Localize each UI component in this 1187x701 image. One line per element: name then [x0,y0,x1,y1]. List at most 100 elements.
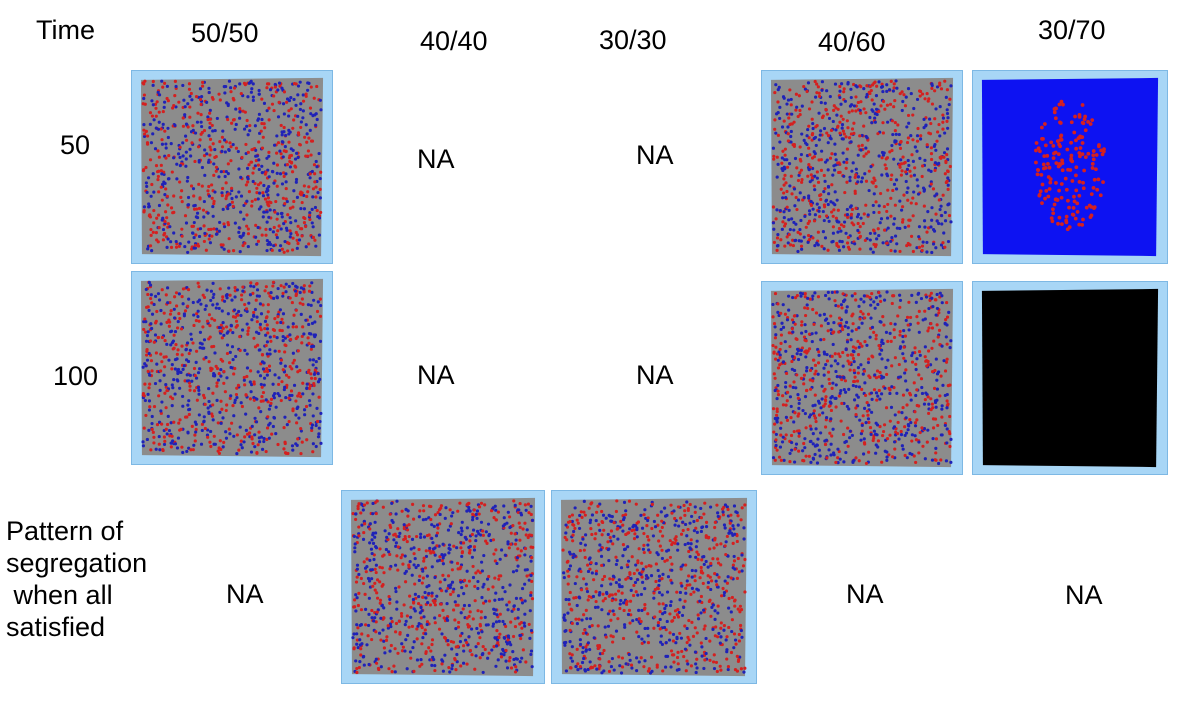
agent-dot [172,231,176,235]
agent-dot [1050,207,1055,212]
agent-dot [208,121,212,125]
agent-dot [836,456,840,460]
agent-dot [142,210,146,214]
agent-dot [381,628,385,632]
agent-dot [160,198,164,202]
agent-dot [217,446,221,450]
agent-dot [234,107,238,111]
agent-dot [239,439,243,443]
agent-dot [149,359,154,363]
agent-dot [227,147,231,152]
agent-dot [817,138,821,142]
agent-dot [834,216,838,220]
agent-dot [671,619,675,623]
agent-dot [515,569,519,573]
agent-dot [806,221,810,226]
agent-dot [178,418,182,422]
agent-dot [413,557,417,561]
agent-dot [861,221,865,226]
agent-dot [211,129,215,133]
agent-dot [280,317,284,321]
agent-dot [837,316,842,320]
agent-dot [792,429,796,434]
agent-dot [255,242,259,246]
agent-dot [904,179,908,184]
agent-dot [906,113,911,118]
agent-dot [789,433,794,438]
agent-dot [190,98,194,102]
agent-dot [238,335,242,339]
agent-dot [575,647,579,651]
agent-dot [813,188,817,192]
agent-dot [390,501,394,505]
agent-dot [256,117,261,121]
agent-dot [296,131,301,135]
agent-dot [158,388,162,392]
agent-dot [265,369,270,374]
agent-dot [872,102,876,106]
agent-dot [789,174,793,178]
agent-dot [292,97,296,101]
agent-dot [232,249,236,253]
agent-dot [881,315,885,319]
agent-dot [222,85,226,89]
agent-dot [157,225,161,230]
agent-dot [826,185,831,189]
agent-dot [892,294,896,298]
agent-dot [176,152,181,156]
agent-dot [312,163,317,167]
agent-dot [207,399,211,404]
agent-dot [829,408,834,413]
agent-dot [174,343,178,347]
agent-dot [165,422,170,427]
agent-dot [854,384,858,388]
agent-dot [276,286,280,291]
agent-dot [679,516,683,520]
agent-dot [807,136,811,140]
agent-dot [639,572,643,577]
sim-panel-30-70-t100-plot [981,288,1159,468]
agent-dot [255,294,259,298]
agent-dot [175,357,179,361]
agent-dot [244,393,248,397]
agent-dot [148,283,153,287]
agent-dot [171,386,175,390]
agent-dot [939,204,943,208]
agent-dot [212,374,216,378]
agent-dot [273,85,277,89]
agent-dot [815,176,819,180]
agent-dot [265,426,270,430]
agent-dot [927,226,931,230]
agent-dot [834,158,838,162]
agent-dot [214,306,218,310]
agent-dot [850,329,854,333]
agent-dot [527,511,531,515]
agent-dot [219,368,223,372]
agent-dot [192,366,197,371]
agent-dot [252,313,256,317]
agent-dot [283,441,287,446]
agent-dot [842,401,846,406]
agent-dot [1096,177,1101,182]
row-label-pattern-line3: when all [6,580,113,610]
agent-dot [224,293,228,298]
agent-dot [266,415,270,419]
agent-dot [155,216,159,220]
agent-dot [719,621,723,625]
agent-dot [211,403,215,407]
agent-dot [859,111,863,115]
agent-dot [489,538,493,543]
agent-dot [846,235,851,240]
agent-dot [1056,152,1061,157]
agent-dot [644,516,648,520]
agent-dot [788,451,792,455]
agent-dot [187,381,192,385]
agent-dot [876,132,880,136]
agent-dot [920,164,925,168]
agent-dot [480,569,484,573]
agent-dot [879,217,884,221]
agent-dot [1041,137,1045,141]
agent-dot [458,501,462,505]
agent-dot [825,352,829,357]
agent-dot [279,358,284,362]
